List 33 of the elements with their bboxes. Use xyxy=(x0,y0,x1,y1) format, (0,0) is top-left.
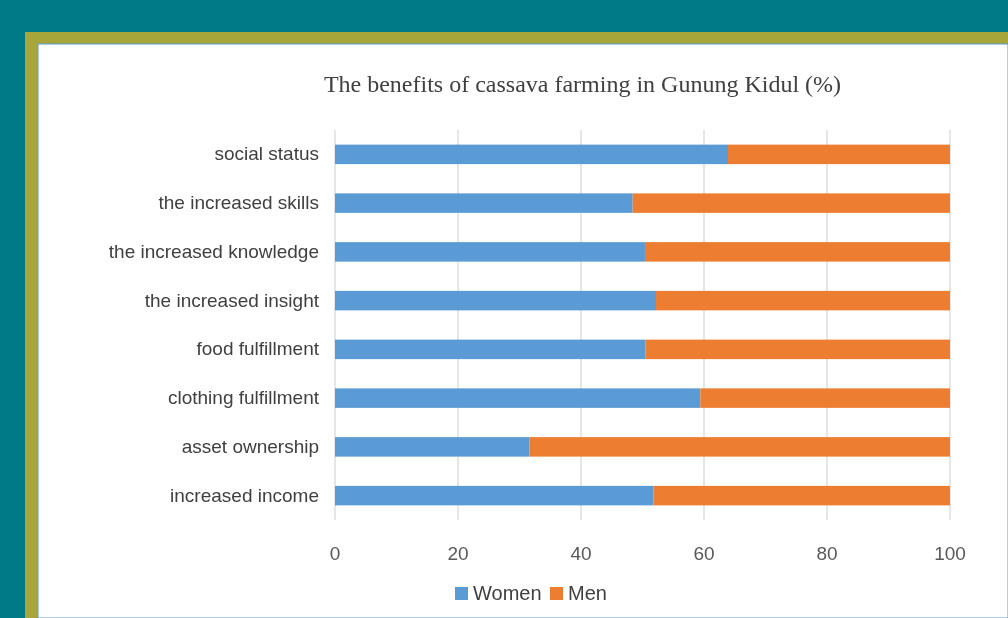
bar xyxy=(653,485,950,506)
bar xyxy=(644,242,950,262)
legend-label: Men xyxy=(568,582,607,604)
y-tick-label: the increased insight xyxy=(144,289,320,311)
x-tick-label: 60 xyxy=(693,543,715,564)
bar xyxy=(645,339,950,360)
y-tick-label: food fulfillment xyxy=(196,338,320,360)
x-tick-label: 20 xyxy=(447,543,469,564)
bar xyxy=(335,485,654,506)
bar xyxy=(632,193,950,213)
bar xyxy=(335,388,701,408)
bar xyxy=(335,437,530,457)
x-tick-label: 80 xyxy=(816,543,838,564)
bar xyxy=(700,388,950,408)
x-tick-label: 0 xyxy=(329,543,341,564)
bar xyxy=(335,144,728,165)
x-tick-label: 40 xyxy=(570,543,592,564)
x-tick-label: 100 xyxy=(934,543,966,564)
chart-title: The benefits of cassava farming in Gunung Kidul (%) xyxy=(323,71,842,97)
y-tick-label: social status xyxy=(214,143,319,165)
bar xyxy=(727,144,950,165)
y-tick-label: clothing fulfillment xyxy=(167,387,320,409)
y-tick-label: the increased skills xyxy=(158,192,319,214)
bar xyxy=(656,290,950,311)
y-tick-label: increased income xyxy=(170,484,319,506)
bar xyxy=(335,242,645,262)
bar xyxy=(529,437,950,457)
y-tick-label: the increased knowledge xyxy=(108,240,319,262)
bar xyxy=(335,193,633,213)
y-tick-label: asset ownership xyxy=(181,435,319,457)
bar xyxy=(335,290,657,311)
legend-label: Women xyxy=(473,582,542,604)
bar xyxy=(335,339,646,360)
